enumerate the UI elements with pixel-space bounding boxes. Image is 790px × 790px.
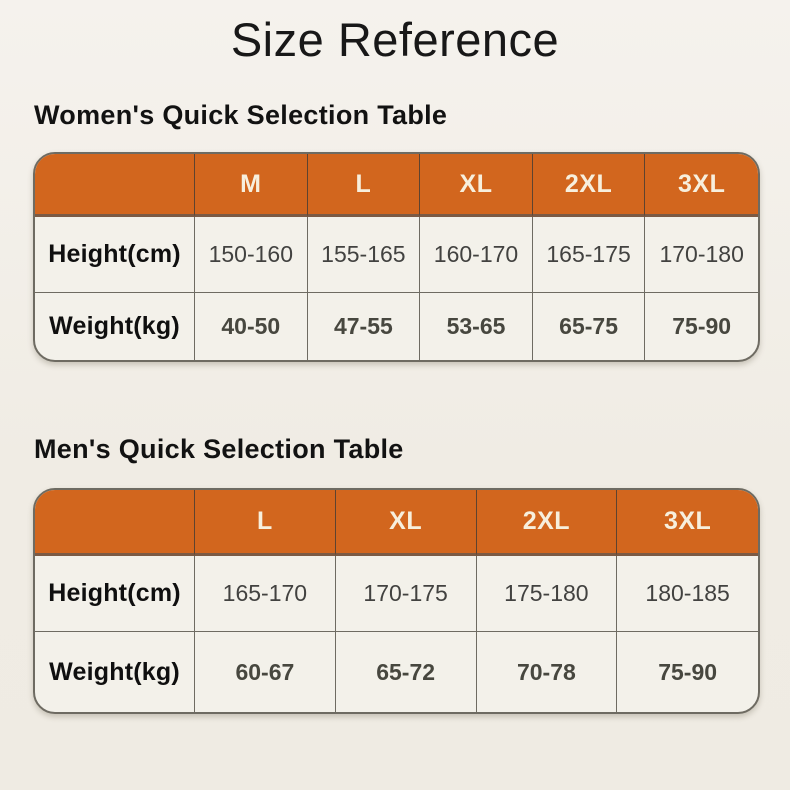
womens-weight-value: 75-90 — [672, 313, 732, 339]
mens-height-value: 170-175 — [335, 556, 477, 632]
mens-height-row-label: Height(cm) — [35, 556, 195, 632]
mens-height-value: 175-180 — [476, 556, 618, 632]
womens-weight-value: 40-50 — [195, 293, 308, 360]
womens-height-row-label: Height(cm) — [35, 217, 195, 293]
womens-size-table: M L XL 2XL 3XL Height(cm) 150-160 155-16… — [33, 152, 760, 362]
mens-size-header-xl: XL — [335, 490, 477, 556]
mens-height-value: 165-170 — [195, 556, 336, 632]
mens-table-heading: Men's Quick Selection Table — [34, 434, 404, 464]
womens-height-value: 165-175 — [532, 217, 646, 293]
womens-weight-value: 53-65 — [420, 293, 533, 360]
mens-height-value: 180-185 — [617, 556, 758, 632]
mens-size-header-3xl: 3XL — [617, 490, 758, 556]
mens-size-header-2xl: 2XL — [476, 490, 618, 556]
mens-weight-value: 75-90 — [658, 658, 718, 685]
womens-table-heading: Women's Quick Selection Table — [34, 100, 448, 130]
mens-weight-value: 65-72 — [336, 632, 477, 712]
mens-header-corner-cell — [35, 490, 195, 556]
mens-size-header-l: L — [195, 490, 336, 556]
mens-weight-value: 70-78 — [477, 632, 618, 712]
mens-weight-value: 60-67 — [195, 632, 336, 712]
mens-size-table: L XL 2XL 3XL Height(cm) 165-170 170-175 … — [33, 488, 760, 714]
womens-weight-row-label: Weight(kg) — [35, 293, 195, 360]
womens-weight-value: 47-55 — [308, 293, 421, 360]
womens-height-value: 170-180 — [645, 217, 758, 293]
womens-size-header-m: M — [195, 154, 308, 217]
womens-height-value: 150-160 — [195, 217, 308, 293]
page-title: Size Reference — [230, 13, 560, 66]
mens-weight-row-label: Weight(kg) — [35, 632, 195, 712]
womens-weight-value: 65-75 — [533, 293, 646, 360]
womens-size-header-2xl: 2XL — [532, 154, 646, 217]
womens-header-corner-cell — [35, 154, 195, 217]
womens-height-value: 155-165 — [307, 217, 421, 293]
womens-size-header-xl: XL — [420, 154, 533, 217]
womens-size-header-3xl: 3XL — [645, 154, 758, 217]
womens-height-value: 160-170 — [420, 217, 533, 293]
womens-size-header-l: L — [307, 154, 421, 217]
